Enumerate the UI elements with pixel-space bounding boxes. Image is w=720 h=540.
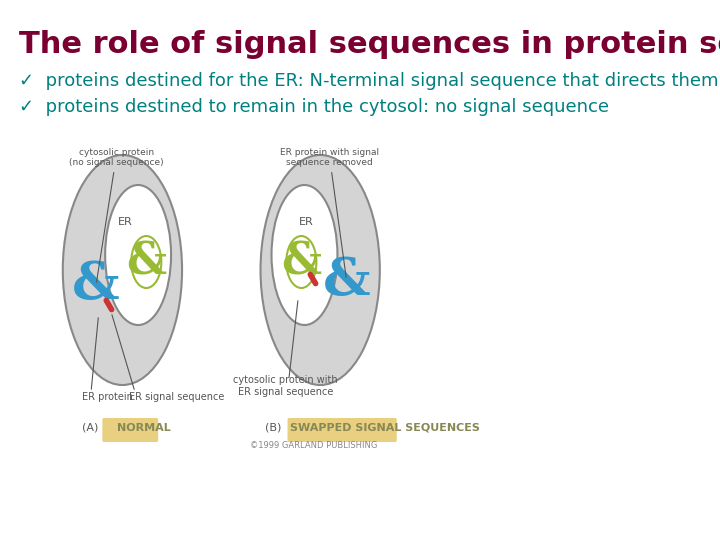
Text: ER protein: ER protein [81, 392, 132, 402]
Text: ✓  proteins destined to remain in the cytosol: no signal sequence: ✓ proteins destined to remain in the cyt… [19, 98, 609, 116]
Text: The role of signal sequences in protein sorting: The role of signal sequences in protein … [19, 30, 720, 59]
Text: (A): (A) [81, 423, 98, 433]
FancyArrowPatch shape [310, 274, 315, 284]
FancyArrowPatch shape [107, 300, 112, 309]
FancyBboxPatch shape [102, 418, 158, 442]
Text: ✓  proteins destined for the ER: N-terminal signal sequence that directs them: ✓ proteins destined for the ER: N-termin… [19, 72, 719, 90]
Ellipse shape [63, 155, 182, 385]
Ellipse shape [261, 155, 380, 385]
Text: cytosolic protein with
ER signal sequence: cytosolic protein with ER signal sequenc… [233, 375, 338, 397]
Ellipse shape [105, 185, 171, 325]
FancyBboxPatch shape [287, 418, 397, 442]
Ellipse shape [271, 185, 338, 325]
Text: ER: ER [118, 217, 133, 227]
Text: (B): (B) [265, 423, 282, 433]
Text: ER protein with signal
sequence removed: ER protein with signal sequence removed [280, 147, 379, 277]
Text: SWAPPED SIGNAL SEQUENCES: SWAPPED SIGNAL SEQUENCES [290, 423, 480, 433]
Text: &: & [72, 260, 120, 310]
Text: &: & [323, 254, 370, 306]
Text: cytosolic protein
(no signal sequence): cytosolic protein (no signal sequence) [69, 147, 163, 282]
Text: ER: ER [299, 217, 314, 227]
Text: &: & [126, 240, 166, 284]
Text: &: & [282, 240, 321, 284]
Text: NORMAL: NORMAL [117, 423, 171, 433]
Text: ©1999 GARLAND PUBLISHING: ©1999 GARLAND PUBLISHING [251, 441, 377, 450]
Text: ER signal sequence: ER signal sequence [129, 392, 224, 402]
